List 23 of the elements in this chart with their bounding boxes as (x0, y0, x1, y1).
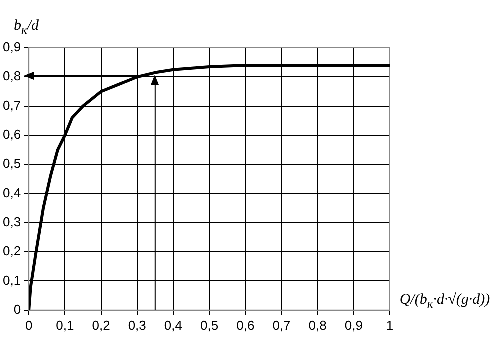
y-tick-label: 0,3 (2, 214, 22, 230)
y-tick-label: 0,2 (2, 244, 22, 259)
y-tick-label: 0,1 (2, 272, 22, 288)
y-tick-label: 0,5 (2, 156, 22, 172)
x-tick-label: 0,3 (128, 318, 146, 333)
y-tick-label: 0 (14, 302, 22, 317)
x-axis-title: Q/(b$_{к}$·d·√(g·d)) (398, 292, 492, 312)
y-tick-label: 0,7 (2, 98, 22, 113)
x-tick-label: 0,4 (164, 318, 182, 333)
x-tick-label: 0,5 (200, 318, 219, 333)
y-tick-label: 0,4 (2, 185, 22, 200)
y-tick-label: 0,6 (2, 127, 22, 142)
x-tick-label: 0,2 (92, 318, 110, 333)
x-tick-label: 0,9 (344, 318, 363, 333)
x-tick-label: 0,1 (56, 318, 74, 333)
x-tick-label: 1 (386, 318, 394, 333)
y-axis-title: b$_{к}$/d (14, 18, 40, 38)
y-tick-label: 0,8 (2, 68, 22, 84)
y-tick-label: 0,9 (2, 40, 22, 55)
x-tick-label: 0,7 (272, 318, 291, 333)
x-tick-label: 0,8 (308, 318, 327, 333)
x-tick-label: 0,6 (236, 318, 255, 333)
x-tick-label: 0 (25, 318, 33, 333)
